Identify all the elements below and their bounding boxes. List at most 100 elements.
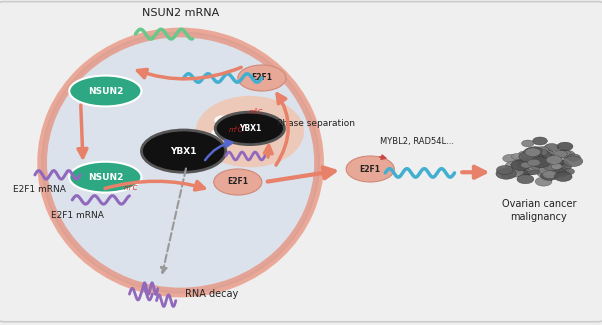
Text: NSUN2 mRNA: NSUN2 mRNA	[142, 8, 219, 18]
Text: E2F1 mRNA: E2F1 mRNA	[13, 185, 66, 194]
Circle shape	[544, 160, 556, 167]
Circle shape	[523, 148, 541, 158]
Circle shape	[534, 161, 545, 166]
Circle shape	[238, 65, 286, 91]
Circle shape	[501, 172, 514, 178]
Text: NSUN2: NSUN2	[88, 173, 123, 182]
Circle shape	[526, 160, 545, 171]
Circle shape	[242, 134, 258, 142]
Circle shape	[505, 167, 524, 177]
Text: NSUN2: NSUN2	[88, 86, 123, 96]
Circle shape	[533, 137, 547, 145]
Circle shape	[532, 159, 548, 167]
Circle shape	[548, 158, 563, 166]
Circle shape	[505, 161, 524, 171]
Text: E2F1: E2F1	[228, 177, 248, 187]
Circle shape	[517, 159, 535, 169]
Circle shape	[538, 161, 553, 169]
Circle shape	[557, 142, 573, 151]
Ellipse shape	[196, 96, 304, 167]
Circle shape	[525, 147, 542, 156]
Circle shape	[233, 126, 249, 134]
Circle shape	[560, 150, 575, 159]
Circle shape	[540, 150, 555, 159]
Circle shape	[503, 154, 518, 162]
Circle shape	[541, 175, 553, 181]
Circle shape	[521, 162, 532, 168]
Ellipse shape	[69, 76, 141, 107]
Circle shape	[535, 160, 551, 168]
Circle shape	[517, 175, 534, 184]
Circle shape	[535, 177, 552, 186]
Circle shape	[567, 154, 580, 161]
Circle shape	[517, 167, 532, 175]
Circle shape	[539, 165, 559, 176]
Text: E2F1: E2F1	[252, 73, 272, 83]
Circle shape	[532, 165, 548, 174]
Circle shape	[214, 169, 262, 195]
Circle shape	[555, 150, 571, 158]
Text: E2F1 mRNA: E2F1 mRNA	[51, 211, 104, 220]
Circle shape	[538, 170, 553, 178]
Circle shape	[531, 161, 550, 171]
Circle shape	[530, 159, 548, 169]
Circle shape	[543, 161, 561, 171]
Circle shape	[527, 153, 544, 162]
Circle shape	[563, 156, 583, 167]
Circle shape	[537, 154, 554, 163]
Circle shape	[518, 151, 532, 159]
Circle shape	[543, 154, 562, 164]
Circle shape	[511, 160, 530, 170]
Circle shape	[537, 151, 551, 159]
Circle shape	[541, 170, 559, 180]
Circle shape	[536, 158, 548, 164]
Circle shape	[541, 153, 555, 161]
Circle shape	[224, 134, 240, 142]
Circle shape	[543, 158, 557, 165]
Circle shape	[538, 160, 549, 166]
Text: RNA decay: RNA decay	[185, 289, 238, 299]
Circle shape	[551, 163, 562, 169]
Text: m⁵C: m⁵C	[123, 185, 138, 191]
Circle shape	[527, 161, 538, 167]
Circle shape	[517, 156, 533, 165]
Circle shape	[527, 168, 539, 175]
Circle shape	[527, 159, 541, 166]
Circle shape	[530, 158, 544, 165]
Circle shape	[544, 162, 561, 171]
Ellipse shape	[215, 112, 284, 145]
Circle shape	[560, 163, 571, 170]
Circle shape	[533, 147, 553, 158]
Circle shape	[519, 151, 538, 162]
Circle shape	[531, 158, 548, 167]
Circle shape	[554, 172, 572, 181]
Circle shape	[541, 166, 559, 176]
Circle shape	[521, 160, 541, 171]
Circle shape	[547, 165, 562, 173]
Circle shape	[212, 129, 228, 137]
Circle shape	[521, 162, 538, 171]
Circle shape	[534, 149, 548, 156]
Text: Ovarian cancer
malignancy: Ovarian cancer malignancy	[501, 199, 576, 222]
Text: MYBL2, RAD54L...: MYBL2, RAD54L...	[380, 137, 455, 146]
Ellipse shape	[42, 32, 319, 292]
Circle shape	[528, 147, 545, 156]
Circle shape	[521, 140, 534, 147]
Circle shape	[523, 168, 536, 175]
Circle shape	[546, 156, 562, 164]
Circle shape	[496, 168, 517, 179]
Circle shape	[521, 152, 534, 159]
Circle shape	[215, 116, 231, 124]
Text: E2F1: E2F1	[360, 164, 380, 174]
Circle shape	[525, 148, 541, 156]
Text: m⁵C: m⁵C	[249, 109, 263, 115]
Ellipse shape	[141, 130, 226, 172]
Circle shape	[551, 167, 569, 177]
Circle shape	[553, 160, 568, 168]
Circle shape	[563, 168, 574, 175]
Text: m⁵C: m⁵C	[229, 127, 243, 133]
Circle shape	[534, 161, 551, 170]
Circle shape	[552, 168, 566, 176]
Circle shape	[497, 165, 513, 175]
Circle shape	[539, 158, 550, 164]
